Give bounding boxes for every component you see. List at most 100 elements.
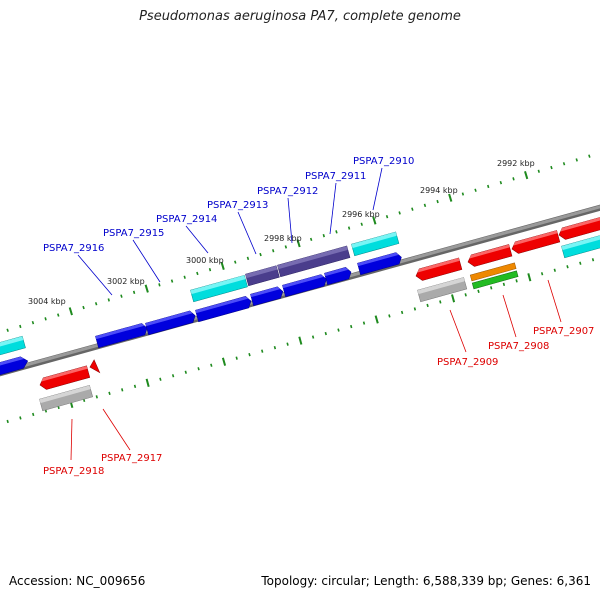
lower-minor-tick [350,324,353,329]
upper-minor-tick [347,226,351,230]
gene-pspa7-2914[interactable] [190,274,248,303]
scale-label-2998: 2998 kbp [264,234,302,243]
label-leader-lines [70,167,562,461]
upper-minor-tick [272,249,275,253]
upper-minor-tick [234,260,237,264]
gene-pspa7-2918[interactable] [38,365,91,391]
accession-label: Accession: NC_009656 [9,574,146,588]
upper-minor-tick [335,230,338,234]
lower-minor-tick [235,356,238,360]
gene-labels: PSPA7_2916 PSPA7_2915 PSPA7_2914 PSPA7_2… [43,156,594,477]
map-title: Pseudomonas aeruginosa PA7, complete gen… [139,9,461,24]
gene-pspa7-2907[interactable] [557,215,600,241]
lower-major-tick [298,336,303,345]
upper-minor-tick [411,207,414,211]
lower-minor-tick [32,412,35,417]
lower-minor-tick [540,272,544,276]
gene-red-2907a[interactable] [510,230,561,254]
gene-pspa7-2917[interactable] [88,359,101,375]
lower-minor-tick [591,258,595,262]
upper-minor-tick [309,237,313,242]
upper-minor-tick [259,252,262,257]
scale-labels: 3004 kbp 3002 kbp 3000 kbp 2998 kbp 2996… [28,159,535,306]
gene-label-pspa7-2917[interactable]: PSPA7_2917 [101,453,162,464]
lower-minor-tick [286,342,289,346]
gene-red-2908a[interactable] [466,244,513,267]
upper-minor-tick [170,279,174,283]
lower-minor-tick [413,307,417,311]
gene-blue-2913b[interactable] [250,286,284,307]
lower-minor-tick [95,395,98,399]
upper-major-tick [220,261,225,270]
scale-label-2994: 2994 kbp [420,186,458,195]
upper-minor-tick [132,290,136,295]
gene-pspa7-2909[interactable] [417,277,468,303]
gene-pspa7-2916[interactable] [95,322,148,349]
lower-minor-tick [362,321,366,325]
lower-minor-tick [579,261,582,265]
gene-pspa7-2915[interactable] [145,310,196,336]
upper-minor-tick [423,203,427,208]
gene-pspa7-2912[interactable] [277,245,351,278]
upper-minor-tick [499,180,503,185]
lower-minor-tick [388,314,391,318]
lower-minor-tick [311,335,315,339]
lower-minor-tick [553,268,556,272]
upper-minor-tick [208,267,212,272]
lower-minor-tick [324,331,327,336]
gene-label-pspa7-2913[interactable]: PSPA7_2913 [207,200,268,211]
upper-major-tick [68,307,73,316]
lower-minor-tick [121,388,124,392]
gene-pspa7-2913[interactable] [245,265,280,287]
upper-minor-tick [461,192,465,196]
lower-tick-track [6,258,595,424]
gene-label-pspa7-2908[interactable]: PSPA7_2908 [488,341,549,352]
lower-major-tick [451,294,456,303]
upper-minor-tick [19,324,22,329]
gene-blue-2910b[interactable] [357,251,403,276]
upper-minor-tick [360,222,363,226]
gene-label-pspa7-2907[interactable]: PSPA7_2907 [533,326,594,337]
upper-minor-tick [322,233,325,238]
upper-minor-tick [537,169,540,173]
upper-minor-tick [550,165,553,170]
upper-minor-tick [196,271,199,276]
gene-cyan-left-edge[interactable] [0,335,26,357]
upper-minor-tick [284,245,288,249]
upper-tick-track [6,148,600,332]
gene-blue-2914b[interactable] [195,295,252,323]
gene-gray-left[interactable] [39,385,94,412]
gene-label-pspa7-2915[interactable]: PSPA7_2915 [103,228,164,239]
upper-major-tick [524,171,529,180]
gene-label-pspa7-2912[interactable]: PSPA7_2912 [257,186,318,197]
gene-label-pspa7-2914[interactable]: PSPA7_2914 [156,214,217,225]
upper-major-tick [448,193,453,202]
genome-info-label: Topology: circular; Length: 6,588,339 bp… [261,574,591,588]
forward-strand-genes [0,231,403,377]
gene-label-pspa7-2910[interactable]: PSPA7_2910 [353,156,414,167]
gene-pspa7-2908-orange[interactable] [469,262,517,282]
gene-pspa7-2908-green[interactable] [471,270,519,290]
gene-pspa7-2909-red[interactable] [414,257,463,282]
gene-label-pspa7-2909[interactable]: PSPA7_2909 [437,357,498,368]
upper-minor-tick [120,294,123,298]
gene-pspa7-2910[interactable] [351,231,400,257]
lower-minor-tick [210,363,213,367]
gene-blue-2912b[interactable] [282,273,328,298]
lower-minor-tick [502,282,506,287]
gene-label-pspa7-2911[interactable]: PSPA7_2911 [305,171,366,182]
gene-label-pspa7-2918[interactable]: PSPA7_2918 [43,466,104,477]
gene-blue-left-edge[interactable] [0,355,29,377]
upper-minor-tick [31,320,35,325]
scale-label-3002: 3002 kbp [107,277,145,286]
gene-label-pspa7-2916[interactable]: PSPA7_2916 [43,243,104,254]
lower-minor-tick [439,300,442,304]
reverse-strand-genes [38,215,600,412]
lower-minor-tick [464,293,467,297]
lower-minor-tick [400,310,404,315]
upper-minor-tick [158,283,161,287]
gene-blue-2911b[interactable] [324,266,352,286]
lower-minor-tick [133,384,137,389]
